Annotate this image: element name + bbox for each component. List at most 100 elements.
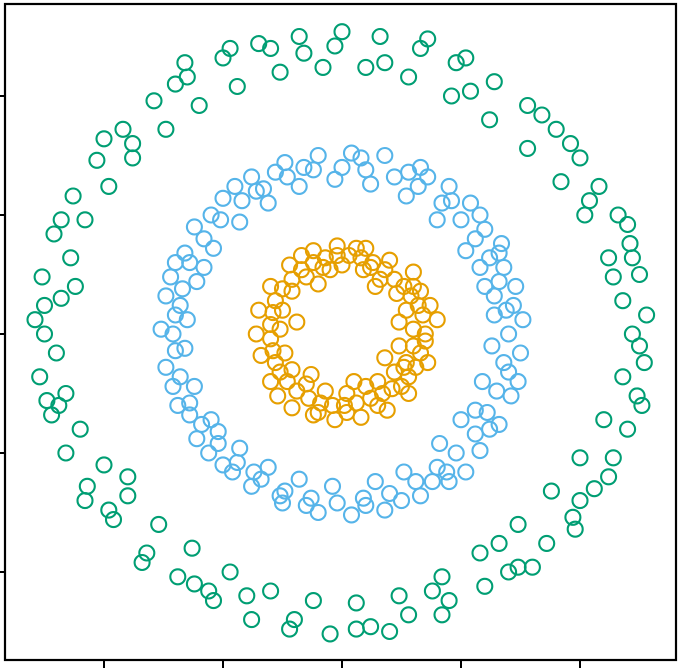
series-2-point-45	[31, 368, 49, 386]
series-0-point-54	[283, 282, 301, 300]
series-1-point-4	[488, 382, 506, 400]
series-2-point-42	[45, 225, 63, 243]
series-1-point-34	[181, 394, 199, 412]
series-2-point-53	[576, 206, 594, 224]
series-2-point-60	[471, 544, 489, 562]
series-2-point-41	[57, 444, 75, 462]
series-1-point-45	[490, 415, 508, 433]
series-1-point-121	[400, 163, 418, 181]
series-2-point-35	[138, 544, 156, 562]
series-2-point-95	[95, 130, 113, 148]
series-1-point-60	[243, 168, 261, 186]
series-2-point-71	[228, 77, 246, 96]
series-1-point-76	[452, 411, 470, 429]
series-2-point-79	[100, 177, 118, 195]
series-1-point-89	[231, 213, 249, 231]
series-1-point-111	[226, 177, 244, 195]
series-0-point-61	[419, 354, 437, 372]
series-2-point-117	[347, 620, 365, 638]
series-1-point-37	[166, 306, 184, 324]
series-2-point-105	[500, 563, 518, 581]
series-2-point-104	[433, 606, 451, 624]
series-0-point-85	[345, 373, 363, 391]
series-0-point-75	[262, 373, 280, 391]
series-2-point-62	[433, 568, 451, 586]
series-2-point-56	[542, 482, 560, 500]
series-0-point-74	[262, 277, 280, 295]
series-2-point-116	[185, 575, 203, 593]
series-2-point-86	[47, 344, 65, 362]
series-1-point-54	[342, 144, 361, 162]
series-2-point-37	[104, 511, 123, 529]
series-1-point-118	[509, 373, 527, 391]
series-2-point-114	[50, 396, 68, 414]
series-2-point-80	[95, 456, 113, 474]
series-2-point-126	[423, 582, 441, 600]
series-1-point-13	[409, 177, 427, 195]
series-2-point-91	[419, 30, 437, 48]
series-0-point-84	[288, 313, 306, 331]
series-1-point-94	[185, 377, 203, 395]
series-2-point-102	[285, 611, 303, 629]
series-0-point-20	[328, 246, 346, 265]
series-1-point-115	[176, 244, 194, 262]
series-1-point-33	[181, 254, 199, 272]
series-1-point-59	[273, 494, 292, 512]
series-2-point-97	[35, 296, 54, 314]
series-1-point-100	[457, 463, 475, 481]
series-0-point-87	[321, 261, 339, 279]
series-2-point-23	[362, 618, 380, 636]
series-1-point-43	[502, 387, 520, 405]
series-2-point-115	[533, 106, 551, 124]
series-2-point-27	[281, 620, 299, 638]
series-1-point-103	[266, 163, 284, 181]
series-2-point-85	[52, 289, 70, 307]
series-2-point-78	[119, 487, 137, 505]
series-0-point-78	[247, 325, 265, 343]
series-2-point-76	[150, 515, 168, 533]
series-2-point-29	[243, 611, 261, 629]
series-0-point-90	[411, 282, 430, 300]
series-1-point-10	[447, 444, 465, 462]
series-0-point-56	[273, 301, 292, 319]
series-2-point-5	[619, 420, 637, 438]
series-2-point-15	[509, 558, 527, 576]
series-0-point-58	[271, 320, 289, 338]
series-2-point-121	[490, 534, 508, 552]
series-1-point-5	[481, 249, 499, 267]
series-1-point-97	[495, 258, 513, 276]
series-1-point-67	[169, 396, 187, 414]
series-2-point-66	[347, 594, 365, 612]
series-2-point-61	[442, 87, 461, 105]
series-0-point-96	[369, 396, 387, 414]
series-0-point-88	[390, 337, 408, 355]
series-2-point-110	[238, 587, 256, 605]
series-1-point-15	[385, 168, 403, 186]
series-2-point-14	[519, 96, 537, 115]
series-1-point-122	[392, 492, 411, 510]
series-2-point-87	[630, 337, 649, 355]
series-2-point-7	[604, 449, 622, 467]
series-1-point-72	[483, 337, 501, 355]
series-2-point-100	[133, 553, 151, 572]
series-1-point-93	[188, 273, 206, 291]
series-0-point-48	[333, 256, 351, 274]
series-0-point-66	[357, 239, 375, 257]
series-0-point-16	[352, 249, 370, 267]
series-1-point-101	[419, 168, 437, 186]
series-2-point-24	[333, 23, 351, 41]
series-1-point-20	[328, 494, 346, 512]
series-1-point-3	[490, 273, 508, 291]
series-1-point-133	[471, 258, 489, 276]
series-2-point-112	[124, 135, 142, 153]
series-2-point-111	[461, 82, 480, 100]
series-0-point-73	[283, 399, 301, 417]
series-1-point-129	[466, 401, 484, 419]
series-2-point-1	[635, 354, 653, 372]
series-1-point-78	[431, 434, 449, 453]
series-2-point-67	[314, 58, 332, 76]
series-1-point-119	[295, 158, 313, 176]
series-0-point-72	[281, 256, 299, 274]
series-2-point-46	[26, 311, 44, 329]
series-0-point-57	[276, 344, 294, 362]
